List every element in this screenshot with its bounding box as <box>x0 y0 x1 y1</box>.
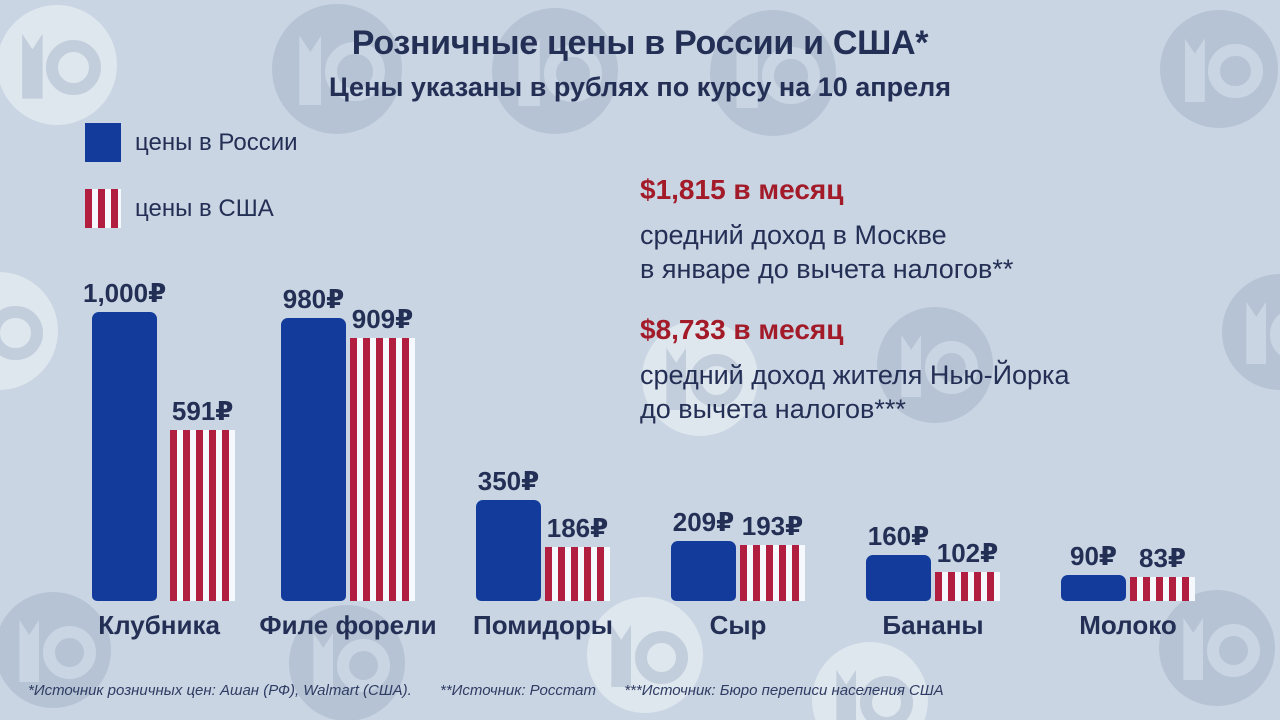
russia-price-bar <box>671 541 736 601</box>
source-us-census: ***Источник: Бюро переписи населения США <box>624 682 944 699</box>
channel-10-watermark-icon <box>710 10 836 136</box>
channel-10-watermark-icon <box>0 5 117 125</box>
source-rosstat: **Источник: Росстат <box>440 682 597 699</box>
usa-price-bar <box>545 547 610 601</box>
category-label: Сыр <box>709 610 767 640</box>
sources-footer: *Источник розничных цен: Ашан (РФ), Walm… <box>28 682 968 699</box>
russia-price-bar <box>281 318 346 601</box>
russia-bar-column: 350₽ <box>476 466 541 601</box>
usa-bar-column: 591₽ <box>170 396 236 601</box>
bar-group: 209₽ 193₽ Сыр <box>671 507 805 640</box>
bar-value-label: 160₽ <box>867 521 930 551</box>
russia-bar-column: 160₽ <box>866 521 931 601</box>
bar-value-label: 591₽ <box>171 396 234 426</box>
moscow-income-amount: $1,815 в месяц <box>640 174 844 205</box>
russia-bar-column: 209₽ <box>671 507 736 601</box>
usa-bar-column: 83₽ <box>1130 543 1195 601</box>
bar-value-label: 83₽ <box>1138 543 1186 573</box>
channel-10-watermark-icon <box>272 4 402 134</box>
bar-value-label: 980₽ <box>282 284 345 314</box>
russia-price-bar <box>866 555 931 601</box>
bar-value-label: 193₽ <box>741 511 804 541</box>
header: Розничные цены в России и США* Цены указ… <box>0 24 1280 103</box>
russia-legend-label: цены в России <box>135 128 298 156</box>
bar-value-label: 102₽ <box>936 538 999 568</box>
usa-bar-column: 909₽ <box>350 304 415 601</box>
bar-value-label: 186₽ <box>546 513 609 543</box>
usa-legend-label: цены в США <box>135 194 274 222</box>
chart-legend: цены в России цены в США <box>85 123 298 255</box>
usa-swatch-icon <box>85 189 121 228</box>
usa-bar-column: 193₽ <box>740 511 805 601</box>
channel-10-watermark-icon <box>492 8 618 134</box>
channel-10-watermark-icon <box>812 642 928 720</box>
moscow-income-desc-line1: средний доход в Москве <box>640 220 947 250</box>
category-label: Клубника <box>98 610 220 640</box>
usa-bar-column: 102₽ <box>935 538 1000 601</box>
usa-price-bar <box>1130 577 1195 601</box>
usa-price-bar <box>350 338 415 601</box>
channel-10-watermark-icon <box>0 592 111 708</box>
bar-value-label: 909₽ <box>351 304 414 334</box>
usa-bar-column: 186₽ <box>545 513 610 601</box>
channel-10-watermark-icon <box>587 597 703 713</box>
russia-bar-column: 1,000₽ <box>83 278 166 601</box>
channel-10-watermark-icon <box>1160 10 1278 128</box>
legend-item-russia: цены в России <box>85 123 298 162</box>
bar-group: 350₽ 186₽ Помидоры <box>473 466 613 640</box>
moscow-income-desc-line2: в январе до вычета налогов** <box>640 254 1014 284</box>
bar-group: 90₽ 83₽ Молоко <box>1061 541 1195 640</box>
usa-price-bar <box>170 430 236 601</box>
russia-price-bar <box>1061 575 1126 601</box>
source-retail-prices: *Источник розничных цен: Ашан (РФ), Walm… <box>28 682 412 699</box>
bar-value-label: 350₽ <box>477 466 540 496</box>
page-subtitle: Цены указаны в рублях по курсу на 10 апр… <box>328 72 952 102</box>
legend-item-usa: цены в США <box>85 189 298 228</box>
channel-10-watermark-icon <box>642 320 758 436</box>
russia-swatch-icon <box>85 123 121 162</box>
bar-value-label: 1,000₽ <box>83 278 167 308</box>
bar-group: 1,000₽ 591₽ Клубника <box>83 278 236 640</box>
category-label: Помидоры <box>473 610 613 640</box>
newyork-income-amount: $8,733 в месяц <box>640 314 844 345</box>
usa-price-bar <box>935 572 1000 601</box>
russia-price-bar <box>92 312 158 601</box>
bar-value-label: 90₽ <box>1069 541 1117 571</box>
channel-10-watermark-icon <box>877 307 993 423</box>
bar-group: 980₽ 909₽ Филе форели <box>259 284 436 640</box>
newyork-income-desc-line1: средний доход жителя Нью-Йорка <box>640 360 1070 390</box>
russia-price-bar <box>476 500 541 601</box>
bar-value-label: 209₽ <box>672 507 735 537</box>
russia-bar-column: 90₽ <box>1061 541 1126 601</box>
newyork-income-desc-line2: до вычета налогов*** <box>640 394 906 424</box>
channel-10-watermark-icon <box>1159 590 1275 706</box>
income-notes: $1,815 в месяц средний доход в Москве в … <box>640 174 1069 426</box>
moscow-income-note: $1,815 в месяц средний доход в Москве в … <box>640 174 1069 286</box>
channel-10-watermark-icon <box>289 605 405 720</box>
category-label: Молоко <box>1079 610 1177 640</box>
russia-bar-column: 980₽ <box>281 284 346 601</box>
category-label: Филе форели <box>259 610 437 640</box>
bar-group: 160₽ 102₽ Бананы <box>866 521 1000 640</box>
page-title: Розничные цены в России и США* <box>351 24 929 62</box>
newyork-income-note: $8,733 в месяц средний доход жителя Нью-… <box>640 314 1069 426</box>
usa-price-bar <box>740 545 805 601</box>
category-label: Бананы <box>882 610 984 640</box>
